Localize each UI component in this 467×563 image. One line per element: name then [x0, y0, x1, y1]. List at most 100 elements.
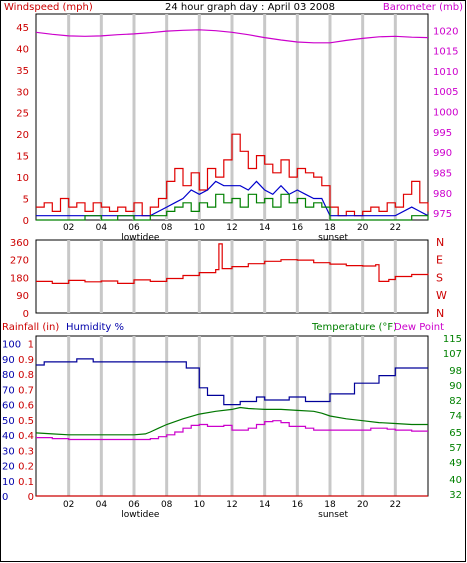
humidity-tick-label: 40: [2, 431, 15, 442]
temp-tick-label: 49: [449, 458, 462, 469]
barometer-line: [35, 29, 429, 44]
y-tick-label: 35: [16, 66, 29, 77]
y-tick-label: 90: [16, 291, 29, 302]
y-tick-label: 0: [23, 216, 29, 227]
compass-label: E: [436, 254, 443, 267]
x-tick-label: 02: [63, 223, 74, 233]
x-tick-label: 22: [390, 500, 401, 510]
x-tick-label: 02: [63, 500, 74, 510]
x-tick-label: 06: [128, 223, 140, 233]
rain-tick-label: 0.8: [18, 370, 34, 381]
wind-gust-line: [36, 133, 429, 217]
temp-tick-label: 90: [449, 381, 462, 392]
y-tick-label: 270: [10, 256, 29, 267]
wind-barometer-panel: 0510152025303540459759809859909951000100…: [16, 13, 458, 243]
temperature-line: [35, 406, 428, 436]
y-right-tick-label: 1010: [433, 67, 458, 78]
humidity-tick-label: 60: [2, 401, 15, 412]
temp-tick-label: 115: [443, 334, 462, 345]
humidity-line: [36, 358, 428, 406]
y-right-tick-label: 990: [433, 148, 452, 159]
x-tick-label: 18: [324, 500, 336, 510]
humidity-axis-title: Humidity %: [66, 322, 124, 333]
x-marker-label: sunset: [318, 233, 348, 243]
y-tick-label: 20: [16, 130, 29, 141]
rain-tick-label: 0.1: [18, 477, 34, 488]
wind-direction-line: [36, 243, 429, 284]
dewpoint-line: [36, 420, 428, 441]
compass-label: N: [436, 307, 444, 320]
temp-tick-label: 57: [449, 443, 462, 454]
x-tick-label: 16: [292, 500, 304, 510]
dewpoint-axis-title: Dew Point: [394, 322, 444, 333]
y-tick-label: 25: [16, 109, 29, 120]
y-tick-label: 0: [23, 309, 29, 320]
temp-tick-label: 65: [449, 428, 462, 439]
humidity-tick-label: 10: [2, 477, 15, 488]
compass-label: W: [436, 289, 447, 302]
y-right-tick-label: 985: [433, 168, 452, 179]
y-right-tick-label: 1000: [433, 108, 458, 119]
x-tick-label: 14: [259, 500, 271, 510]
x-marker-label: sunset: [318, 510, 348, 520]
y-right-tick-label: 1015: [433, 47, 458, 58]
y-tick-label: 15: [16, 152, 29, 163]
humidity-tick-label: 90: [2, 355, 15, 366]
y-tick-label: 360: [10, 238, 29, 249]
y-right-tick-label: 1020: [433, 26, 458, 37]
y-right-tick-label: 975: [433, 209, 452, 220]
temp-tick-label: 74: [449, 411, 462, 422]
rain-tick-label: 0.6: [18, 401, 34, 412]
temp-tick-label: 107: [443, 349, 462, 360]
y-tick-label: 40: [16, 44, 29, 55]
temp-tick-label: 98: [449, 366, 462, 377]
x-tick-label: 04: [96, 500, 108, 510]
humidity-tick-label: 30: [2, 446, 15, 457]
y-right-tick-label: 1005: [433, 87, 458, 98]
x-tick-label: 10: [194, 223, 206, 233]
humidity-tick-label: 70: [2, 385, 15, 396]
temp-tick-label: 82: [449, 396, 462, 407]
compass-label: N: [436, 236, 444, 249]
temperature-axis-title: Temperature (°F): [311, 322, 397, 333]
x-tick-label: 10: [194, 500, 206, 510]
rain-tick-label: 0.9: [18, 355, 34, 366]
wind-direction-panel: 0 N 90 W 180 S 270 E 360 N: [10, 236, 447, 320]
humidity-tick-label: 80: [2, 370, 15, 381]
y-right-tick-label: 980: [433, 189, 452, 200]
x-tick-label: 08: [161, 223, 173, 233]
barometer-axis-title: Barometer (mb): [383, 2, 463, 13]
y-tick-label: 45: [16, 23, 29, 34]
x-tick-label: 20: [357, 223, 369, 233]
wind-axis-title: Windspeed (mph): [4, 2, 93, 13]
rain-tick-label: 0: [28, 492, 34, 503]
y-tick-label: 180: [10, 273, 29, 284]
x-tick-label: 20: [357, 500, 369, 510]
y-right-tick-label: 995: [433, 128, 452, 139]
temperature-humidity-panel: 0 010 0.120 0.230 0.340 0.450 0.560 0.670 0.780 0…: [2, 334, 462, 520]
chart-title: 24 hour graph day : April 03 2008: [165, 2, 335, 13]
x-tick-label: 14: [259, 223, 271, 233]
rain-tick-label: 0.5: [18, 416, 34, 427]
wind-avg-line: [36, 193, 429, 221]
rain-tick-label: 0.4: [18, 431, 34, 442]
rain-tick-label: 0.3: [18, 446, 34, 457]
temp-tick-label: 32: [449, 490, 462, 501]
compass-label: S: [436, 271, 443, 284]
x-tick-label: 12: [226, 223, 237, 233]
x-tick-label: 06: [128, 500, 140, 510]
x-tick-label: 04: [96, 223, 108, 233]
humidity-tick-label: 100: [2, 340, 21, 351]
y-tick-label: 30: [16, 87, 29, 98]
x-marker-label: lowtidee: [121, 233, 160, 243]
y-tick-label: 5: [23, 195, 29, 206]
x-tick-label: 12: [226, 500, 237, 510]
rain-tick-label: 1: [28, 340, 34, 351]
rain-axis-title: Rainfall (in): [2, 322, 59, 333]
rain-tick-label: 0.7: [18, 385, 34, 396]
y-tick-label: 10: [16, 173, 29, 184]
humidity-tick-label: 50: [2, 416, 15, 427]
x-tick-label: 18: [324, 223, 336, 233]
